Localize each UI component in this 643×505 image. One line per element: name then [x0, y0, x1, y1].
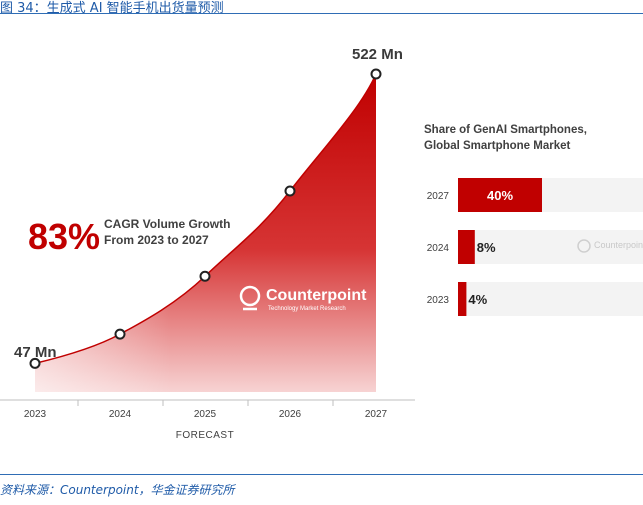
- share-title-line-2: Global Smartphone Market: [424, 140, 571, 152]
- area-line: [34, 73, 377, 365]
- share-value-label: 8%: [477, 240, 496, 255]
- data-point: [29, 357, 41, 369]
- area-chart: 2023 2024 2025 2026 2027 FORECAST 47 Mn 522 Mn 8…: [0, 46, 415, 441]
- share-bar-chart: Share of GenAI Smartphones, Global Smartp…: [424, 124, 643, 316]
- data-point: [370, 68, 382, 80]
- share-bar: [458, 178, 542, 212]
- share-watermark-icon: [577, 239, 591, 253]
- share-category-label: 2024: [427, 243, 450, 254]
- data-point: [199, 270, 211, 282]
- watermark-logo: Counterpoint Technology Market Research: [239, 285, 367, 312]
- cagr-line-2: From 2023 to 2027: [104, 233, 209, 247]
- watermark-subtext: Technology Market Research: [268, 306, 346, 312]
- cagr-value: 83%: [28, 216, 100, 257]
- share-bar-track: [458, 282, 643, 316]
- x-tick-label: 2023: [24, 409, 47, 420]
- bottom-rule: [0, 474, 643, 475]
- watermark-icon: [239, 285, 261, 307]
- x-tick-label: 2025: [194, 409, 217, 420]
- point-label-2023: 47 Mn: [14, 344, 57, 361]
- area-highlight: [35, 74, 376, 392]
- figure-caption: 图 34：生成式 AI 智能手机出货量预测: [0, 1, 224, 13]
- share-bar: [458, 230, 475, 264]
- share-bar-track: [458, 230, 643, 264]
- source-note: 资料来源：Counterpoint，华金证券研究所: [0, 483, 235, 497]
- top-rule: [0, 13, 643, 14]
- x-tick-label: 2026: [279, 409, 302, 420]
- data-point: [114, 328, 126, 340]
- share-category-label: 2027: [427, 191, 450, 202]
- share-value-label: 4%: [468, 292, 487, 307]
- x-axis-label: FORECAST: [176, 430, 234, 441]
- share-title-line-1: Share of GenAI Smartphones,: [424, 124, 587, 136]
- share-category-label: 2023: [427, 295, 450, 306]
- share-value-label: 40%: [487, 188, 513, 203]
- share-watermark-logo: Counterpoint: [577, 239, 643, 253]
- share-watermark-text: Counterpoint: [594, 240, 643, 250]
- watermark-text: Counterpoint: [266, 287, 367, 304]
- cagr-line-1: CAGR Volume Growth: [104, 217, 230, 231]
- x-tick-label: 2024: [109, 409, 132, 420]
- data-point: [284, 185, 296, 197]
- point-label-2027: 522 Mn: [352, 46, 403, 63]
- share-bar: [458, 282, 467, 316]
- x-tick-label: 2027: [365, 409, 388, 420]
